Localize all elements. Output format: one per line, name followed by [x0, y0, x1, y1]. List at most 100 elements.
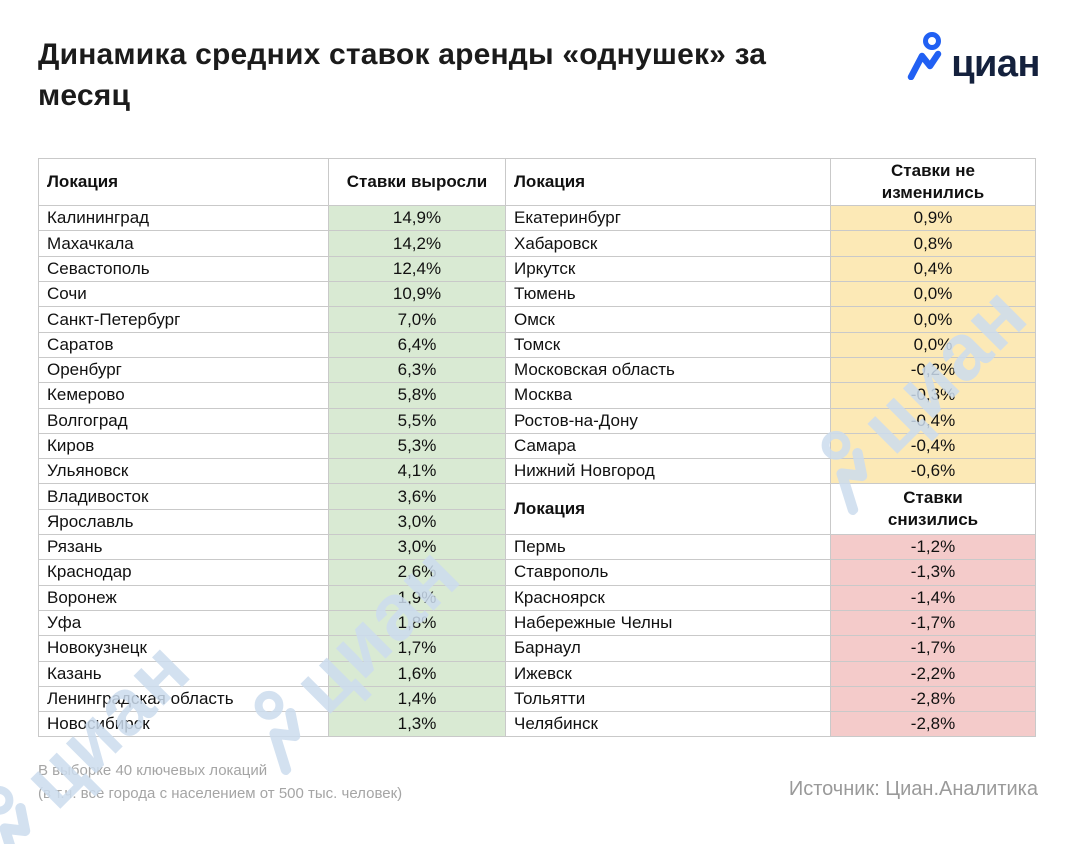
table-row: Новосибирск 1,3% Челябинск -2,8%	[38, 711, 1036, 738]
table-row: Санкт-Петербург 7,0% Омск 0,0%	[38, 306, 1036, 333]
left-location-cell: Краснодар	[38, 559, 329, 586]
left-value-cell: 14,9%	[328, 205, 506, 232]
source-caption: Источник: Циан.Аналитика	[788, 778, 1038, 800]
left-value-cell: 1,8%	[328, 609, 506, 637]
table-header-row: Локация Ставки выросли Локация Ставки не…	[38, 157, 1036, 207]
table-row: Махачкала 14,2% Хабаровск 0,8%	[38, 230, 1036, 257]
mid-header-rates-down-label: Ставки снизились	[887, 488, 979, 530]
left-value-cell: 2,6%	[328, 559, 506, 586]
left-value-cell: 1,7%	[328, 635, 506, 662]
table-row: Сочи 10,9% Тюмень 0,0%	[38, 281, 1036, 308]
right-value-cell: -0,4%	[830, 432, 1036, 460]
left-location-cell: Уфа	[38, 609, 329, 637]
table-row: Ульяновск 4,1% Нижний Новгород -0,6%	[38, 458, 1036, 485]
right-value-cell: -1,7%	[830, 635, 1036, 662]
left-value-cell: 4,1%	[328, 458, 506, 485]
left-value-cell: 1,3%	[328, 711, 506, 738]
right-value-cell: -2,8%	[830, 685, 1036, 713]
table-row: Оренбург 6,3% Московская область -0,2%	[38, 356, 1036, 384]
table-row: Ленинградская область 1,4% Тольятти -2,8%	[38, 685, 1036, 713]
table-row: Волгоград 5,5% Ростов-на-Дону -0,4%	[38, 407, 1036, 434]
table-row: Севастополь 12,4% Иркутск 0,4%	[38, 255, 1036, 283]
right-location-cell: Тольятти	[505, 685, 831, 713]
left-location-cell: Севастополь	[38, 255, 329, 283]
left-value-cell: 5,5%	[328, 407, 506, 434]
left-location-cell: Ярославль	[38, 508, 329, 536]
right-location-cell: Тюмень	[505, 281, 831, 308]
right-location-cell: Ставрополь	[505, 559, 831, 586]
left-value-cell: 6,3%	[328, 356, 506, 384]
left-location-cell: Оренбург	[38, 356, 329, 384]
right-value-cell: 0,0%	[830, 331, 1036, 358]
right-location-cell: Набережные Челны	[505, 609, 831, 637]
left-location-cell: Новокузнецк	[38, 635, 329, 662]
right-value-cell: 0,0%	[830, 281, 1036, 308]
right-value-cell: 0,4%	[830, 255, 1036, 283]
cian-pin-person-icon	[906, 30, 944, 85]
cian-logo-text: циан	[951, 43, 1040, 85]
right-value-cell: -1,3%	[830, 559, 1036, 586]
right-value-cell: -0,6%	[830, 458, 1036, 485]
mid-header-rates-down: Ставки снизились	[830, 483, 1036, 536]
left-value-cell: 14,2%	[328, 230, 506, 257]
table-row: Уфа 1,8% Набережные Челны -1,7%	[38, 609, 1036, 637]
header-location-left: Локация	[38, 157, 329, 207]
page-title: Динамика средних ставок аренды «однушек»…	[38, 38, 767, 113]
right-value-cell: -1,4%	[830, 584, 1036, 611]
table-row: Киров 5,3% Самара -0,4%	[38, 432, 1036, 460]
right-location-cell: Москва	[505, 382, 831, 409]
left-value-cell: 1,4%	[328, 685, 506, 713]
right-value-cell: 0,9%	[830, 205, 1036, 232]
left-location-cell: Калининград	[38, 205, 329, 232]
left-value-cell: 3,0%	[328, 534, 506, 561]
left-value-cell: 1,6%	[328, 660, 506, 687]
right-location-cell: Челябинск	[505, 711, 831, 738]
left-location-cell: Ленинградская область	[38, 685, 329, 713]
left-value-cell: 1,9%	[328, 584, 506, 611]
sample-note-line1: В выборке 40 ключевых локаций	[38, 762, 268, 779]
right-location-cell: Хабаровск	[505, 230, 831, 257]
table-row: Краснодар 2,6% Ставрополь -1,3%	[38, 559, 1036, 586]
sample-note-line2: (в т.ч. все города с населением от 500 т…	[38, 784, 403, 802]
right-value-cell: -0,3%	[830, 382, 1036, 409]
left-location-cell: Махачкала	[38, 230, 329, 257]
right-location-cell: Барнаул	[505, 635, 831, 662]
right-value-cell: -1,2%	[830, 534, 1036, 561]
header-rates-flat: Ставки не изменились	[830, 157, 1036, 207]
left-value-cell: 3,0%	[328, 508, 506, 536]
table-row: Казань 1,6% Ижевск -2,2%	[38, 660, 1036, 687]
left-location-cell: Саратов	[38, 331, 329, 358]
right-location-cell: Омск	[505, 306, 831, 333]
left-value-cell: 5,8%	[328, 382, 506, 409]
table-row: Ярославль 3,0%	[38, 508, 1036, 536]
left-location-cell: Казань	[38, 660, 329, 687]
left-value-cell: 10,9%	[328, 281, 506, 308]
table-row: Саратов 6,4% Томск 0,0%	[38, 331, 1036, 358]
table-row: Калининград 14,9% Екатеринбург 0,9%	[38, 205, 1036, 232]
left-location-cell: Сочи	[38, 281, 329, 308]
left-location-cell: Рязань	[38, 534, 329, 561]
left-location-cell: Кемерово	[38, 382, 329, 409]
right-location-cell: Иркутск	[505, 255, 831, 283]
left-location-cell: Владивосток	[38, 483, 329, 510]
sample-note: В выборке 40 ключевых локаций (в т.ч. вс…	[38, 760, 402, 805]
right-value-cell: -2,2%	[830, 660, 1036, 687]
right-location-cell: Томск	[505, 331, 831, 358]
left-location-cell: Воронеж	[38, 584, 329, 611]
cian-logo: циан	[906, 30, 1040, 85]
left-value-cell: 7,0%	[328, 306, 506, 333]
right-location-cell: Московская область	[505, 356, 831, 384]
right-value-cell: -0,4%	[830, 407, 1036, 434]
right-value-cell: 0,0%	[830, 306, 1036, 333]
table-row: Воронеж 1,9% Красноярск -1,4%	[38, 584, 1036, 611]
rates-table-body: Калининград 14,9% Екатеринбург 0,9% Махачкал…	[38, 205, 1036, 738]
right-location-cell: Екатеринбург	[505, 205, 831, 232]
left-location-cell: Киров	[38, 432, 329, 460]
right-value-cell: -2,8%	[830, 711, 1036, 738]
left-location-cell: Новосибирск	[38, 711, 329, 738]
right-value-cell: 0,8%	[830, 230, 1036, 257]
header-rates-up: Ставки выросли	[328, 157, 506, 207]
table-row: Рязань 3,0% Пермь -1,2%	[38, 534, 1036, 561]
right-location-cell: Пермь	[505, 534, 831, 561]
